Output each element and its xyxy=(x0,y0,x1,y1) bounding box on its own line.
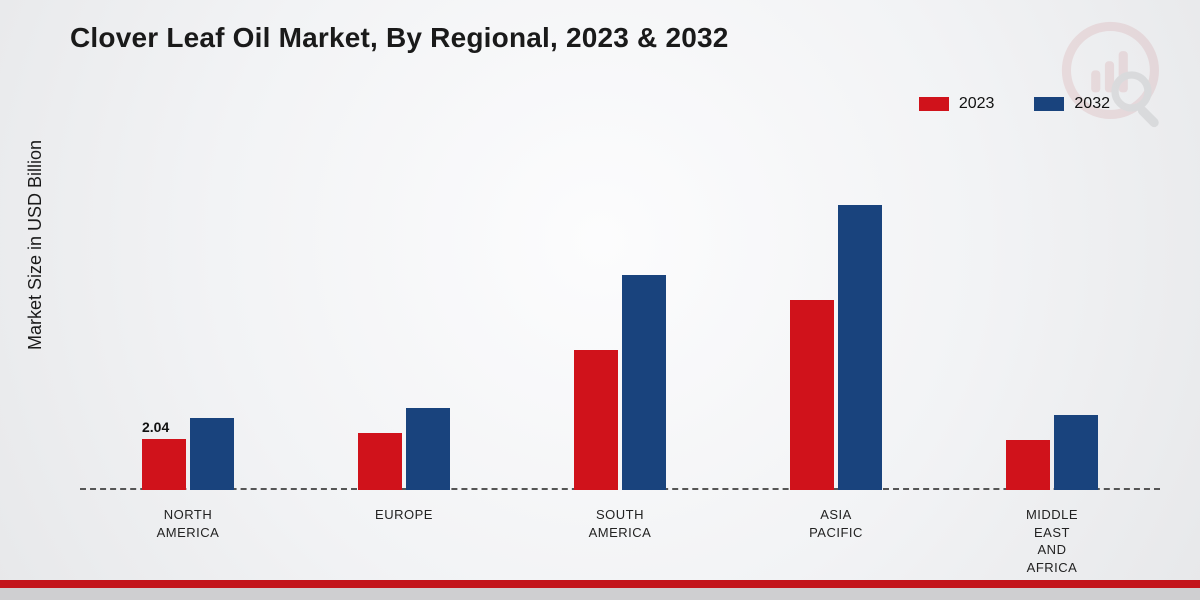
plot-area: 2.04 xyxy=(80,140,1160,490)
bar-2032 xyxy=(622,275,666,490)
chart-title: Clover Leaf Oil Market, By Regional, 202… xyxy=(70,22,729,54)
bar-group: 2.04 xyxy=(80,140,296,490)
x-axis-category-label: EUROPE xyxy=(296,500,512,580)
bar-2023 xyxy=(790,300,834,490)
legend-item-2023: 2023 xyxy=(919,95,995,113)
bar-group xyxy=(512,140,728,490)
legend-swatch-2023 xyxy=(919,97,949,111)
bar-group xyxy=(296,140,512,490)
bar-2023 xyxy=(358,433,402,491)
brand-logo-icon xyxy=(1060,20,1170,130)
bar-2032 xyxy=(190,418,234,491)
legend-item-2032: 2032 xyxy=(1034,95,1110,113)
footer-grey-bar xyxy=(0,588,1200,600)
x-axis-labels: NORTHAMERICAEUROPESOUTHAMERICAASIAPACIFI… xyxy=(80,500,1160,580)
bar-group xyxy=(728,140,944,490)
bar-2023 xyxy=(1006,440,1050,490)
bar-2023 xyxy=(574,350,618,490)
legend: 2023 2032 xyxy=(919,95,1110,113)
legend-label-2023: 2023 xyxy=(959,95,995,113)
x-axis-category-label: SOUTHAMERICA xyxy=(512,500,728,580)
legend-label-2032: 2032 xyxy=(1074,95,1110,113)
y-axis-label: Market Size in USD Billion xyxy=(25,140,46,350)
bar-2032 xyxy=(406,408,450,491)
footer-red-bar xyxy=(0,580,1200,588)
bar-value-label: 2.04 xyxy=(142,419,169,435)
bar-2032 xyxy=(1054,415,1098,490)
bar-2032 xyxy=(838,205,882,490)
x-axis-category-label: MIDDLEEASTANDAFRICA xyxy=(944,500,1160,580)
bar-group xyxy=(944,140,1160,490)
bar-groups: 2.04 xyxy=(80,140,1160,490)
chart-canvas: Clover Leaf Oil Market, By Regional, 202… xyxy=(0,0,1200,600)
bar-2023 xyxy=(142,439,186,490)
x-axis-category-label: NORTHAMERICA xyxy=(80,500,296,580)
legend-swatch-2032 xyxy=(1034,97,1064,111)
x-axis-category-label: ASIAPACIFIC xyxy=(728,500,944,580)
